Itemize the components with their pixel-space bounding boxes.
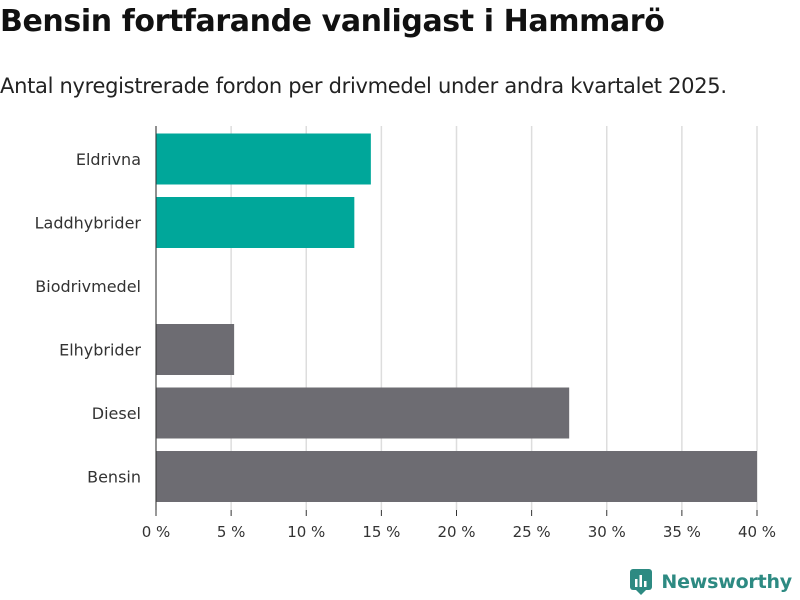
brand-logo: Newsworthy	[629, 568, 792, 596]
category-label: Laddhybrider	[35, 214, 142, 233]
newsworthy-logo-icon	[630, 569, 653, 595]
x-tick-label: 0 %	[142, 523, 171, 541]
bar	[156, 133, 371, 185]
chart-subtitle: Antal nyregistrerade fordon per drivmede…	[0, 74, 727, 98]
x-tick-label: 35 %	[663, 523, 701, 541]
category-label: Diesel	[92, 404, 141, 423]
brand-name: Newsworthy	[661, 571, 792, 593]
x-tick-label: 20 %	[437, 523, 475, 541]
x-tick-label: 15 %	[362, 523, 400, 541]
x-tick-label: 10 %	[287, 523, 325, 541]
category-label: Bensin	[87, 468, 141, 487]
category-label: Biodrivmedel	[35, 277, 141, 296]
bar	[156, 197, 355, 248]
bar	[156, 324, 235, 375]
x-tick-label: 25 %	[513, 523, 551, 541]
x-tick-label: 40 %	[738, 523, 776, 541]
category-label: Eldrivna	[76, 150, 141, 169]
x-tick-label: 5 %	[217, 523, 246, 541]
bar	[156, 387, 570, 439]
category-label: Elhybrider	[59, 341, 141, 360]
x-tick-label: 30 %	[588, 523, 626, 541]
bar	[156, 451, 757, 502]
chart-title: Bensin fortfarande vanligast i Hammarö	[0, 4, 665, 39]
